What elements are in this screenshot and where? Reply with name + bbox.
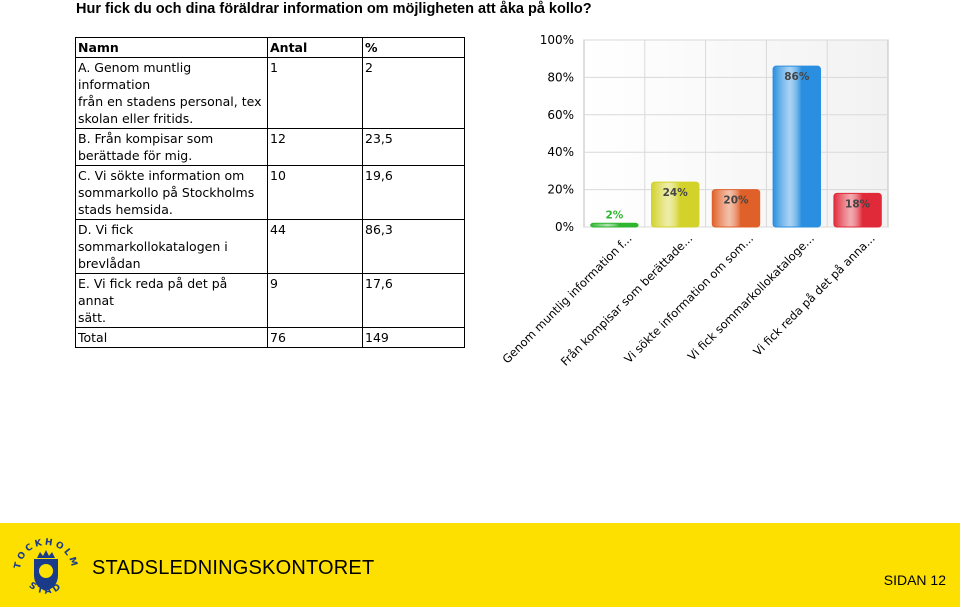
row-count: 9	[267, 273, 363, 328]
bar	[833, 192, 882, 228]
y-tick-label: 60%	[547, 108, 574, 122]
bar-chart: 0% 20% 40% 60% 80% 100% 2% 24% 20% 86% 18% Genom …	[499, 33, 889, 369]
row-name: B. Från kompisar som berättade för mig.	[75, 128, 268, 166]
bar-value-label: 24%	[663, 187, 689, 199]
row-name: A. Genom muntlig information från en stad…	[75, 57, 268, 129]
x-tick-label: Vi fick sommarkollokataloge...	[685, 231, 817, 363]
footer-bar: STOCKHOLMS · STAD · STADSLEDNINGSKONTORE…	[0, 523, 960, 607]
y-tick-label: 40%	[547, 145, 574, 159]
bar	[711, 189, 761, 228]
x-tick-label: Vi sökte information om som...	[621, 231, 756, 366]
x-tick-label: Vi fick reda på det på anna...	[750, 231, 877, 358]
row-count: 12	[267, 128, 363, 166]
organization-name: STADSLEDNINGSKONTORET	[92, 557, 375, 579]
bar-value-label: 2%	[605, 209, 623, 221]
row-count: 44	[267, 219, 363, 274]
results-table: Namn Antal % A. Genom muntlig informatio…	[75, 37, 465, 348]
row-pct: 23,5	[362, 128, 465, 166]
y-tick-label: 0%	[555, 220, 574, 234]
bar-value-label: 86%	[784, 71, 810, 83]
row-count: 1	[267, 57, 363, 129]
table-header-row: Namn Antal %	[75, 37, 465, 58]
table-row: B. Från kompisar som berättade för mig. 1…	[75, 128, 465, 166]
bar	[772, 65, 822, 228]
bar	[650, 181, 700, 228]
y-tick-label: 100%	[540, 33, 574, 47]
table-row: E. Vi fick reda på det på annat sätt. 9 1…	[75, 273, 465, 328]
row-pct: 86,3	[362, 219, 465, 274]
total-label: Total	[75, 327, 268, 348]
row-name: C. Vi sökte information om sommarkollo på…	[75, 165, 268, 220]
bar	[590, 222, 639, 228]
y-tick-label: 20%	[547, 183, 574, 197]
header-count: Antal	[267, 37, 363, 58]
page-title: Hur fick du och dina föräldrar informati…	[76, 1, 592, 17]
bar-value-label: 18%	[845, 198, 871, 210]
row-pct: 2	[362, 57, 465, 129]
table-row: D. Vi fick sommarkollokatalogen i brevlåda…	[75, 219, 465, 274]
header-name: Namn	[75, 37, 268, 58]
x-tick-label: Från kompisar som berättade...	[558, 231, 695, 368]
page-number: SIDAN 12	[883, 572, 946, 588]
row-pct: 17,6	[362, 273, 465, 328]
total-pct: 149	[362, 327, 465, 348]
row-count: 10	[267, 165, 363, 220]
table-total-row: Total 76 149	[75, 327, 465, 348]
row-name: D. Vi fick sommarkollokatalogen i brevlåda…	[75, 219, 268, 274]
stockholm-seal-logo: STOCKHOLMS · STAD ·	[10, 533, 77, 597]
table-row: C. Vi sökte information om sommarkollo på…	[75, 165, 465, 220]
table-row: A. Genom muntlig information från en stad…	[75, 57, 465, 129]
total-count: 76	[267, 327, 363, 348]
row-pct: 19,6	[362, 165, 465, 220]
row-name: E. Vi fick reda på det på annat sätt.	[75, 273, 268, 328]
y-tick-label: 80%	[547, 70, 574, 84]
bar-value-label: 20%	[723, 195, 749, 207]
x-tick-label: Genom muntlig information f...	[499, 231, 634, 366]
header-pct: %	[362, 37, 465, 58]
